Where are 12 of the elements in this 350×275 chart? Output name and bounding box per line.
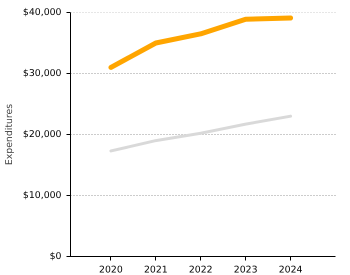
line-series	[109, 114, 292, 152]
x-tick-label: 2023	[234, 264, 258, 275]
y-tick-label: $30,000	[22, 68, 62, 79]
y-tick-label: $40,000	[22, 7, 62, 18]
y-tick-label: $0	[50, 251, 62, 262]
y-tick-label: $10,000	[22, 190, 62, 201]
x-tick-label: 2021	[144, 264, 168, 275]
x-tick-label: 2020	[99, 264, 123, 275]
x-tick-label: 2022	[188, 264, 213, 275]
y-axis-title: Expenditures	[4, 104, 15, 166]
y-tick-label: $20,000	[22, 129, 62, 140]
x-tick-label: 2024	[278, 264, 303, 275]
